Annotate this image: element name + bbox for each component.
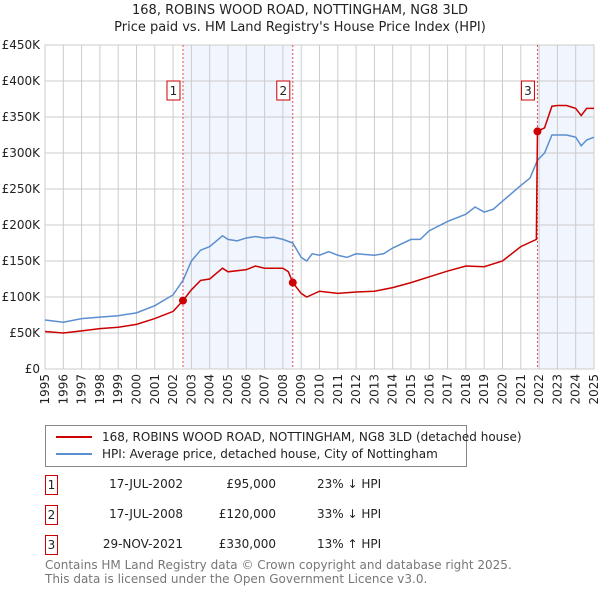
x-tick-label: 2013 — [367, 374, 381, 405]
legend-label: HPI: Average price, detached house, City… — [102, 447, 438, 461]
x-tick-label: 2005 — [221, 374, 235, 405]
x-tick-label: 2017 — [441, 374, 455, 405]
x-tick-label: 2006 — [239, 374, 253, 405]
sale-date: 17-JUL-2008 — [109, 507, 183, 521]
sale-hpi-diff: 33% ↓ HPI — [317, 507, 382, 521]
sale-price: £120,000 — [218, 507, 276, 521]
sale-label-box — [166, 80, 181, 101]
x-tick-label: 2000 — [130, 374, 144, 405]
sale-date: 29-NOV-2021 — [102, 537, 183, 551]
y-tick-label: £400K — [2, 74, 42, 88]
x-tick-label: 2019 — [477, 374, 491, 405]
y-tick-label: £250K — [2, 182, 42, 196]
x-tick-label: 1998 — [93, 374, 107, 405]
y-tick-label: £200K — [2, 218, 42, 232]
sale-label: 1 — [170, 84, 178, 98]
series-line — [44, 134, 595, 323]
y-tick-label: £450K — [2, 38, 42, 52]
sale-row: 3 29-NOV-2021 £330,000 13% ↑ HPI — [45, 535, 445, 555]
legend-label: 168, ROBINS WOOD ROAD, NOTTINGHAM, NG8 3… — [102, 430, 522, 444]
x-tick-label: 2015 — [404, 374, 418, 405]
footer-line: This data is licensed under the Open Gov… — [45, 572, 428, 586]
y-tick-label: £150K — [2, 254, 42, 268]
legend-item-hpi: HPI: Average price, detached house, City… — [56, 447, 438, 461]
sale-point — [533, 127, 542, 136]
x-tick-label: 2007 — [258, 374, 272, 405]
x-tick-label: 1995 — [38, 374, 52, 405]
x-tick-label: 2024 — [569, 374, 583, 405]
sale-row: 1 17-JUL-2002 £95,000 23% ↓ HPI — [45, 475, 445, 495]
title-line: 168, ROBINS WOOD ROAD, NOTTINGHAM, NG8 3… — [132, 3, 468, 18]
x-tick-label: 1997 — [75, 374, 89, 405]
subtitle-line: Price paid vs. HM Land Registry's House … — [114, 20, 486, 35]
sale-label: 3 — [524, 84, 532, 98]
legend: 168, ROBINS WOOD ROAD, NOTTINGHAM, NG8 3… — [45, 425, 522, 467]
footer: Contains HM Land Registry data © Crown c… — [45, 558, 512, 586]
x-tick-label: 2001 — [148, 374, 162, 405]
chart-title: 168, ROBINS WOOD ROAD, NOTTINGHAM, NG8 3… — [0, 2, 600, 36]
x-tick-label: 1999 — [111, 374, 125, 405]
x-tick-label: 2025 — [587, 374, 600, 405]
sale-label-box — [276, 80, 291, 101]
x-tick-label: 2021 — [514, 374, 528, 405]
y-tick-label: £100K — [2, 290, 42, 304]
legend-swatch-red — [56, 436, 92, 438]
legend-swatch-blue — [56, 453, 92, 455]
series-line — [44, 104, 594, 334]
sale-hpi-diff: 13% ↑ HPI — [317, 537, 382, 551]
x-tick-label: 2012 — [349, 374, 363, 405]
sale-price: £95,000 — [226, 477, 276, 491]
shaded-range — [537, 45, 594, 369]
sale-point — [178, 296, 187, 305]
x-tick-label: 2023 — [550, 374, 564, 405]
sale-label: 2 — [279, 84, 287, 98]
x-tick-label: 2002 — [166, 374, 180, 405]
x-tick-label: 2020 — [496, 374, 510, 405]
x-tick-label: 2022 — [532, 374, 546, 405]
sale-price: £330,000 — [218, 537, 276, 551]
x-tick-label: 2008 — [276, 374, 290, 405]
y-tick-label: £350K — [2, 110, 42, 124]
sale-point — [288, 278, 297, 287]
x-tick-label: 2018 — [459, 374, 473, 405]
x-tick-label: 2014 — [386, 374, 400, 405]
footer-line: Contains HM Land Registry data © Crown c… — [45, 558, 512, 572]
x-tick-label: 2011 — [331, 374, 345, 405]
x-tick-label: 2010 — [313, 374, 327, 405]
x-tick-label: 1996 — [56, 374, 70, 405]
sale-date: 17-JUL-2002 — [109, 477, 183, 491]
x-tick-label: 2004 — [203, 374, 217, 405]
y-tick-label: £0 — [25, 362, 40, 376]
sale-hpi-diff: 23% ↓ HPI — [317, 477, 382, 491]
sale-number-badge: 1 — [45, 475, 58, 495]
price-chart: 1995 1996 1997 1998 1999 2000 2001 2002 2003 2004… — [2, 38, 600, 405]
x-tick-label: 2009 — [294, 374, 308, 405]
x-tick-label: 2003 — [184, 374, 198, 405]
sale-number-badge: 3 — [45, 535, 58, 555]
shaded-range — [182, 45, 293, 369]
y-tick-label: £300K — [2, 146, 42, 160]
legend-item-property: 168, ROBINS WOOD ROAD, NOTTINGHAM, NG8 3… — [56, 430, 522, 444]
x-tick-label: 2016 — [422, 374, 436, 405]
sale-row: 2 17-JUL-2008 £120,000 33% ↓ HPI — [45, 505, 445, 525]
y-tick-label: £50K — [9, 326, 41, 340]
sale-number-badge: 2 — [45, 505, 58, 525]
sale-label-box — [520, 80, 535, 101]
